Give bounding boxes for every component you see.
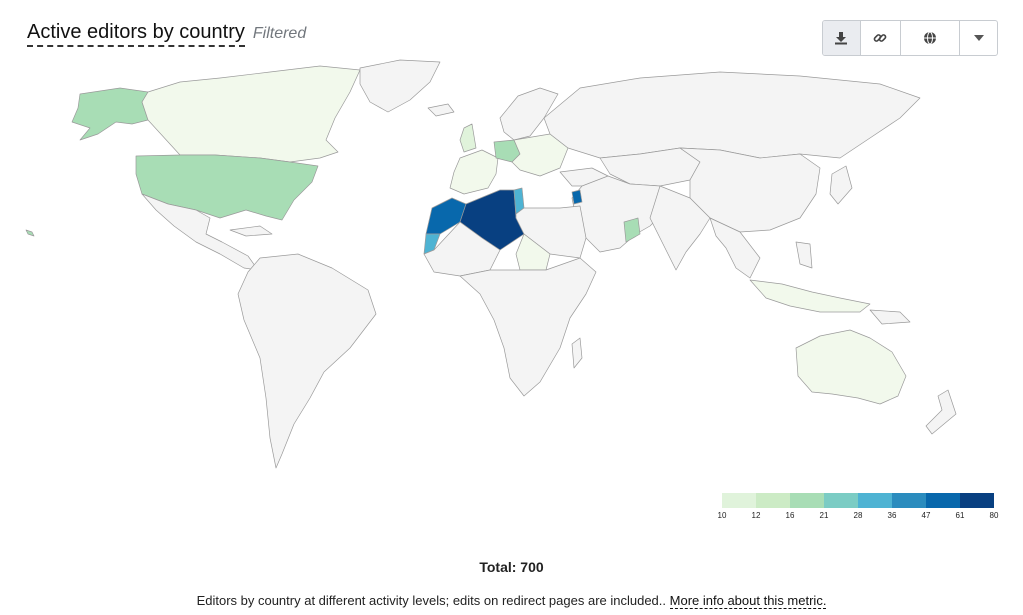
legend-swatch (892, 493, 926, 508)
legend-tick-label: 61 (955, 511, 965, 520)
country-philippines[interactable] (795, 241, 813, 269)
country-canada[interactable] (141, 65, 361, 163)
legend-tick-label: 12 (751, 511, 761, 520)
country-north-east-africa[interactable] (515, 205, 587, 259)
country-southern-africa[interactable] (459, 257, 597, 397)
country-japan[interactable] (829, 165, 853, 205)
legend-tick-label: 10 (717, 511, 727, 520)
legend-swatch (858, 493, 892, 508)
total-count: Total: 700 (479, 559, 544, 575)
legend-swatch (926, 493, 960, 508)
caret-down-icon (973, 35, 984, 41)
world-map (25, 59, 957, 469)
download-icon (835, 32, 848, 45)
country-cuba[interactable] (229, 225, 273, 237)
header: Active editors by country Filtered (27, 20, 306, 47)
country-jordan[interactable] (571, 189, 583, 205)
description-text: Editors by country at different activity… (196, 593, 667, 608)
country-greenland[interactable] (359, 59, 441, 113)
copy-link-button[interactable] (861, 21, 901, 55)
chart-toolbar (822, 20, 998, 56)
more-info-link[interactable]: More info about this metric. (669, 593, 827, 609)
country-australia[interactable] (795, 329, 907, 405)
country-mexico[interactable] (141, 193, 259, 271)
legend-tick-label: 28 (853, 511, 863, 520)
country-madagascar[interactable] (571, 337, 583, 369)
legend-swatch (824, 493, 858, 508)
legend-tick-labels: 10 12 16 21 28 36 47 61 80 (718, 511, 999, 525)
country-western-europe[interactable] (449, 149, 499, 195)
legend-swatch (790, 493, 824, 508)
country-southeast-asia[interactable] (709, 217, 761, 279)
country-iceland[interactable] (427, 103, 455, 117)
legend-tick-label: 36 (887, 511, 897, 520)
country-papua-new-guinea[interactable] (869, 309, 911, 325)
download-button[interactable] (823, 21, 861, 55)
country-alaska[interactable] (71, 87, 149, 141)
country-united-kingdom[interactable] (459, 123, 477, 153)
globe-icon (923, 31, 936, 45)
country-indonesia[interactable] (749, 279, 871, 313)
country-hawaii[interactable] (25, 229, 35, 237)
country-south-america[interactable] (237, 253, 377, 469)
page-title[interactable]: Active editors by country (27, 20, 245, 47)
link-icon (873, 34, 887, 42)
metric-description: Editors by country at different activity… (0, 593, 1023, 609)
country-russia[interactable] (543, 71, 921, 159)
country-india[interactable] (649, 185, 711, 271)
legend-tick-label: 80 (989, 511, 999, 520)
legend-tick-label: 16 (785, 511, 795, 520)
country-china[interactable] (679, 147, 821, 233)
legend-color-scale (722, 493, 994, 508)
color-legend: 10 12 16 21 28 36 47 61 80 (718, 493, 999, 525)
legend-tick-label: 47 (921, 511, 931, 520)
country-west-africa[interactable] (423, 221, 501, 277)
more-options-dropdown[interactable] (960, 21, 997, 55)
country-new-zealand[interactable] (925, 389, 957, 435)
legend-swatch (960, 493, 994, 508)
legend-swatch (722, 493, 756, 508)
map-projection-button[interactable] (901, 21, 961, 55)
legend-swatch (756, 493, 790, 508)
legend-tick-label: 21 (819, 511, 829, 520)
country-oman[interactable] (623, 217, 641, 243)
filtered-badge: Filtered (252, 25, 307, 42)
